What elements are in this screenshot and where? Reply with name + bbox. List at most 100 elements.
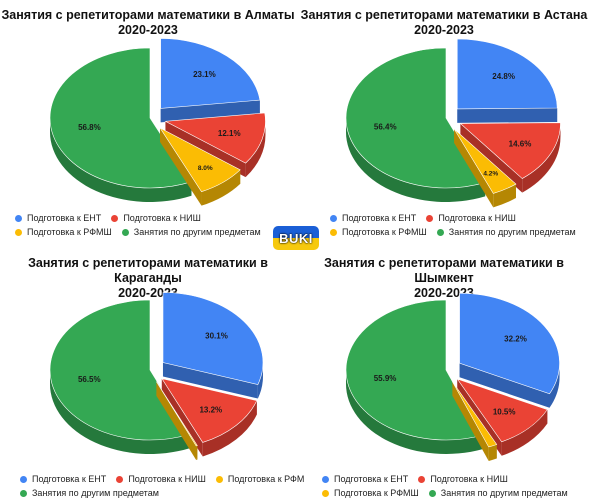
legend-label: Занятия по другим предметам bbox=[133, 227, 261, 237]
legend-label: Занятия по другим предметам bbox=[32, 488, 159, 498]
legend-row: Занятия по другим предметам bbox=[20, 486, 296, 500]
slice-side bbox=[346, 118, 486, 202]
legend-swatch bbox=[436, 228, 444, 236]
logo-text: BUKI bbox=[279, 230, 313, 246]
data-label: 56.4% bbox=[374, 123, 397, 132]
legend-swatch bbox=[111, 214, 119, 222]
data-label: 8.0% bbox=[198, 165, 213, 172]
slice-подготовка-к-рфмш bbox=[453, 128, 517, 208]
slice-подготовка-к-ент bbox=[459, 292, 560, 408]
slice-top bbox=[452, 381, 498, 448]
slice-edge bbox=[454, 129, 494, 208]
legend-swatch bbox=[15, 228, 22, 236]
slice-edge bbox=[457, 108, 558, 123]
slice-top bbox=[164, 112, 266, 164]
slice-edge bbox=[460, 123, 523, 193]
chart-title-astana: Занятия с репетиторами математики в Аста… bbox=[296, 8, 592, 38]
slice-side bbox=[245, 121, 266, 178]
slice-edge bbox=[160, 100, 260, 123]
slice-top bbox=[159, 127, 241, 193]
slice-подготовка-к-ниш bbox=[161, 378, 258, 457]
legend-swatch bbox=[330, 228, 337, 236]
data-label: 32.2% bbox=[504, 335, 527, 344]
chart-title-karaganda: Занятия с репетиторами математики в Кара… bbox=[0, 256, 296, 301]
legend-label: Подготовка к ЕНТ bbox=[334, 474, 409, 484]
data-label: 4.2% bbox=[483, 170, 498, 177]
chart-title: Занятия с репетиторами математики в Алма… bbox=[1, 8, 295, 22]
chart-title-almaty: Занятия с репетиторами математики в Алма… bbox=[0, 8, 296, 38]
slice-top bbox=[345, 299, 483, 441]
legend-swatch bbox=[330, 214, 337, 222]
slice-top bbox=[456, 378, 548, 443]
slice-side bbox=[50, 118, 192, 202]
legend-item: Занятия по другим предметам bbox=[121, 227, 261, 237]
legend-swatch bbox=[215, 475, 223, 483]
legend-swatch bbox=[15, 214, 22, 222]
legend-label: Подготовка к РФМ bbox=[227, 474, 305, 484]
legend-item: Занятия по другим предметам bbox=[428, 488, 568, 498]
legend-swatch bbox=[426, 214, 434, 222]
slice-подготовка-к-ент bbox=[456, 38, 558, 123]
data-label: 55.9% bbox=[374, 374, 397, 383]
legend-row: Подготовка к РФМШ Занятия по другим предм… bbox=[322, 486, 592, 500]
data-label: 23.1% bbox=[193, 70, 216, 79]
legend-swatch bbox=[116, 475, 124, 483]
slice-подготовка-к-ент bbox=[160, 38, 261, 123]
slice-top bbox=[459, 292, 560, 395]
slice-подготовка-к-рфм bbox=[156, 381, 198, 460]
chart-title: Занятия с репетиторами математики в Аста… bbox=[300, 8, 588, 22]
pie-chart-astana: 24.8% 14.6% 4.2% 56.4% bbox=[345, 38, 561, 208]
slice-top bbox=[459, 122, 561, 179]
legend-label: Подготовка к ЕНТ bbox=[32, 474, 107, 484]
pie-chart-shymkent: 32.2% 10.5% 55.9% bbox=[345, 292, 560, 461]
slice-top bbox=[345, 47, 486, 189]
legend-swatch bbox=[20, 489, 27, 497]
legend-row: Подготовка к ЕНТ Подготовка к НИШ bbox=[322, 472, 592, 486]
data-label: 13.2% bbox=[199, 406, 222, 415]
legend-item: Подготовка к РФМШ bbox=[330, 227, 427, 237]
legend-row: Подготовка к РФМШ Занятия по другим предм… bbox=[330, 225, 592, 239]
data-label: 24.8% bbox=[492, 72, 515, 81]
legend-row: Подготовка к ЕНТ Подготовка к НИШ Подготов… bbox=[20, 472, 304, 486]
legend-label: Занятия по другим предметам bbox=[448, 227, 576, 237]
legend-item: Подготовка к РФМШ bbox=[15, 227, 112, 237]
slice-подготовка-к-ниш bbox=[459, 122, 561, 193]
legend-astana: Подготовка к ЕНТ Подготовка к НИШ Подготов… bbox=[330, 211, 592, 239]
slice-top bbox=[49, 47, 192, 189]
legend-swatch bbox=[20, 475, 27, 483]
data-label: 30.1% bbox=[205, 331, 228, 340]
legend-item: Подготовка к РФМ bbox=[215, 474, 305, 484]
legend-swatch bbox=[121, 228, 129, 236]
slice-top bbox=[49, 299, 191, 441]
slice-side bbox=[202, 400, 257, 457]
legend-item: Подготовка к НИШ bbox=[111, 213, 201, 223]
legend-item: Подготовка к ЕНТ bbox=[322, 474, 408, 484]
chart-subtitle: 2020-2023 bbox=[414, 23, 474, 37]
legend-swatch bbox=[428, 489, 436, 497]
slice-edge bbox=[452, 381, 489, 461]
slice-top bbox=[162, 292, 264, 385]
legend-item: Подготовка к НИШ bbox=[418, 474, 508, 484]
legend-label: Подготовка к НИШ bbox=[128, 474, 206, 484]
legend-shymkent: Подготовка к ЕНТ Подготовка к НИШ Подготов… bbox=[322, 472, 592, 500]
legend-label: Подготовка к РФМШ bbox=[342, 227, 427, 237]
legend-label: Подготовка к НИШ bbox=[123, 213, 201, 223]
slice-side bbox=[201, 169, 241, 206]
data-label: 12.1% bbox=[218, 129, 241, 138]
legend-row: Подготовка к ЕНТ Подготовка к НИШ bbox=[15, 211, 305, 225]
data-label: 14.6% bbox=[509, 139, 532, 148]
chart-title: Занятия с репетиторами математики в Кара… bbox=[28, 256, 268, 285]
slice-edge bbox=[160, 127, 202, 206]
legend-row: Подготовка к РФМШ Занятия по другим предм… bbox=[15, 225, 305, 239]
legend-almaty: Подготовка к ЕНТ Подготовка к НИШ Подготов… bbox=[15, 211, 305, 239]
legend-item: Подготовка к НИШ bbox=[116, 474, 206, 484]
buki-logo: BUKI bbox=[273, 226, 319, 250]
legend-item: Подготовка к ЕНТ bbox=[15, 213, 101, 223]
slice-edge bbox=[161, 378, 203, 457]
slice-top bbox=[456, 38, 558, 110]
data-label: 56.5% bbox=[78, 375, 101, 384]
chart-subtitle: 2020-2023 bbox=[118, 23, 178, 37]
pie-chart-almaty: 23.1% 12.1% 8.0% 56.8% bbox=[49, 38, 266, 206]
legend-label: Подготовка к НИШ bbox=[430, 474, 508, 484]
legend-swatch bbox=[322, 475, 329, 483]
